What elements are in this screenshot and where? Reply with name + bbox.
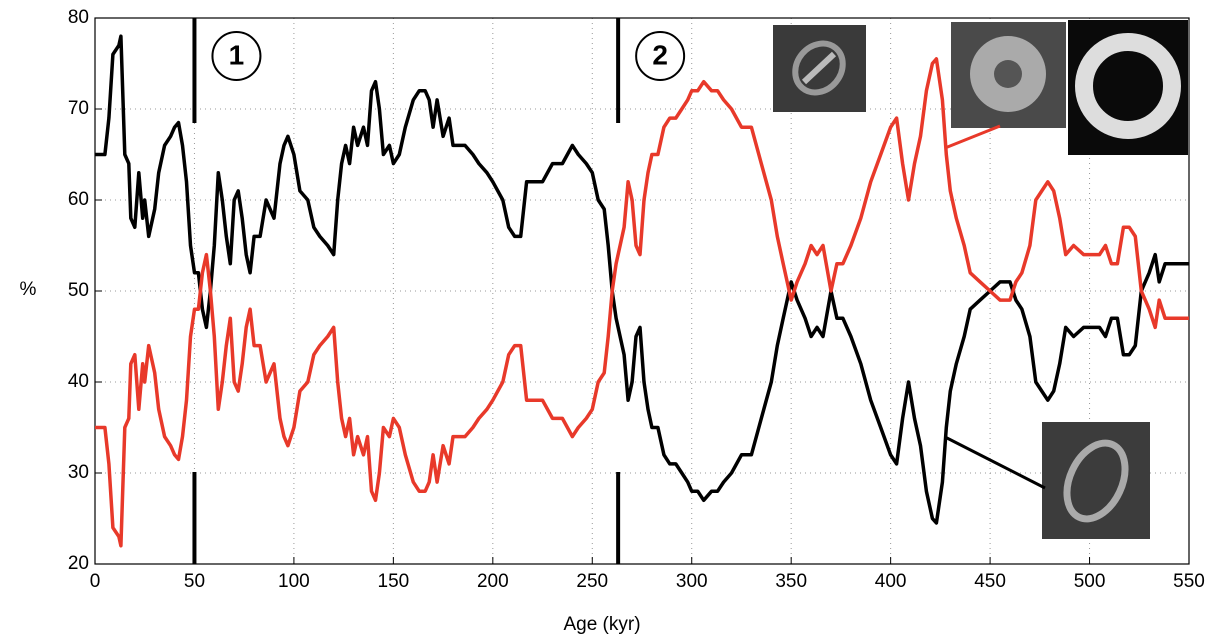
x-tick-label: 450 [974,571,1006,592]
series-line [95,57,1189,548]
x-axis-label: Age (kyr) [563,614,640,635]
marker-label: 2 [652,39,668,70]
x-tick-label: 300 [676,571,708,592]
x-tick-label: 350 [775,571,807,592]
connector [944,435,1046,490]
x-tick-label: 150 [378,571,410,592]
y-tick-label: 50 [68,280,89,301]
x-tick-label: 0 [90,571,101,592]
inset-ring [1075,33,1181,139]
x-tick-label: 200 [477,571,509,592]
connector [944,124,1001,150]
y-tick-label: 60 [68,189,89,210]
y-tick-label: 20 [68,553,89,574]
x-tick-label: 250 [576,571,608,592]
y-tick-label: 30 [68,462,89,483]
y-axis-label: % [20,279,37,300]
inset-core [994,60,1022,88]
marker-circle [635,31,686,81]
x-tick-label: 500 [1074,571,1106,592]
insets [773,20,1188,539]
y-tick-label: 80 [68,7,89,28]
series-line [95,34,1189,525]
x-tick-label: 550 [1173,571,1205,592]
y-tick-label: 40 [68,371,89,392]
inset-image [1042,422,1150,539]
x-tick-label: 100 [278,571,310,592]
marker-label: 1 [229,39,245,70]
y-tick-label: 70 [68,98,89,119]
marker-circle [211,31,262,81]
inset-bar [801,51,837,85]
inset-ring [792,40,846,96]
inset-ring [1063,439,1129,523]
x-tick-label: 400 [875,571,907,592]
x-tick-label: 50 [184,571,205,592]
